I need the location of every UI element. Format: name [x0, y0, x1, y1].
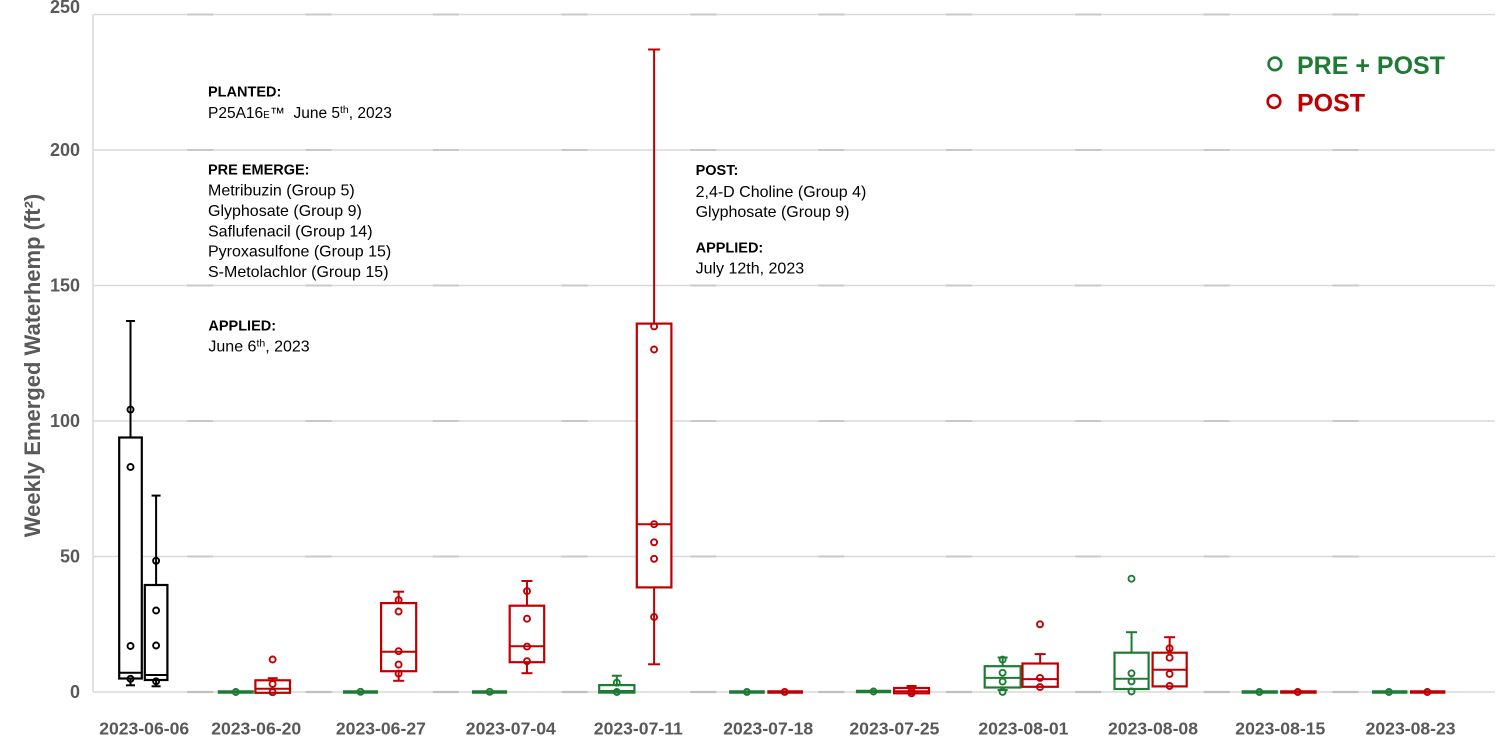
- svg-text:Pyroxasulfone (Group 15): Pyroxasulfone (Group 15): [208, 244, 391, 261]
- svg-text:APPLIED:: APPLIED:: [696, 240, 764, 256]
- svg-text:250: 250: [50, 0, 80, 17]
- svg-text:2023-06-27: 2023-06-27: [336, 719, 426, 739]
- svg-text:100: 100: [50, 411, 80, 431]
- svg-text:2023-06-20: 2023-06-20: [211, 719, 301, 739]
- svg-text:2023-06-06: 2023-06-06: [99, 719, 189, 739]
- svg-text:APPLIED:: APPLIED:: [208, 319, 276, 335]
- svg-text:July 12th, 2023: July 12th, 2023: [696, 260, 805, 277]
- svg-text:PLANTED:: PLANTED:: [208, 85, 281, 101]
- svg-text:Saflufenacil (Group 14): Saflufenacil (Group 14): [208, 223, 373, 240]
- svg-text:PRE EMERGE:: PRE EMERGE:: [208, 163, 310, 179]
- svg-text:Glyphosate (Group 9): Glyphosate (Group 9): [696, 204, 850, 221]
- svg-text:2023-08-01: 2023-08-01: [978, 719, 1068, 739]
- svg-text:PRE + POST: PRE + POST: [1297, 52, 1445, 80]
- svg-text:2023-07-04: 2023-07-04: [466, 719, 556, 739]
- svg-text:Glyphosate (Group 9): Glyphosate (Group 9): [208, 203, 362, 220]
- svg-text:P25A16E™ June 5th, 2023: P25A16E™ June 5th, 2023: [208, 104, 392, 122]
- svg-text:Metribuzin (Group 5): Metribuzin (Group 5): [208, 183, 355, 200]
- svg-text:150: 150: [50, 276, 80, 296]
- svg-text:200: 200: [50, 140, 80, 160]
- svg-text:0: 0: [70, 682, 80, 702]
- svg-text:2023-07-18: 2023-07-18: [723, 719, 813, 739]
- svg-text:2,4-D Choline (Group 4): 2,4-D Choline (Group 4): [696, 184, 867, 201]
- svg-text:2023-08-08: 2023-08-08: [1108, 719, 1198, 739]
- svg-text:POST: POST: [1297, 90, 1365, 118]
- svg-text:POST:: POST:: [696, 163, 739, 179]
- svg-text:June 6th, 2023: June 6th, 2023: [208, 338, 309, 356]
- svg-text:2023-08-23: 2023-08-23: [1366, 719, 1456, 739]
- svg-text:2023-07-11: 2023-07-11: [594, 719, 683, 739]
- svg-text:50: 50: [60, 547, 80, 567]
- svg-text:2023-08-15: 2023-08-15: [1235, 719, 1325, 739]
- svg-text:2023-07-25: 2023-07-25: [849, 719, 939, 739]
- svg-text:Weekly Emerged Waterhemp (ft²): Weekly Emerged Waterhemp (ft²): [20, 194, 45, 538]
- svg-text:S-Metolachlor (Group 15): S-Metolachlor (Group 15): [208, 264, 389, 281]
